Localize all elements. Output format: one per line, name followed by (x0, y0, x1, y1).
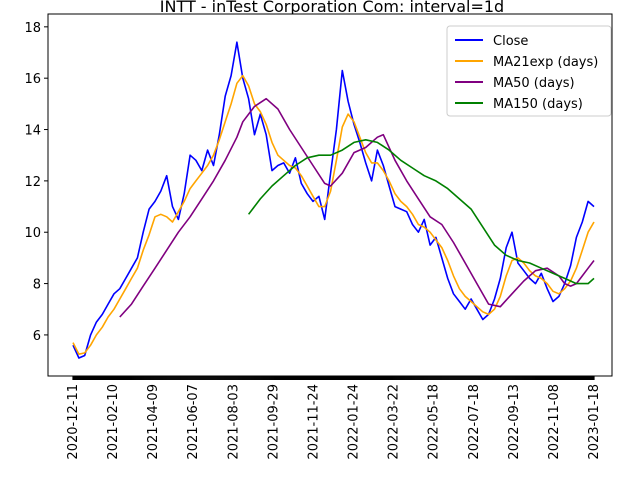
x-tick-label: 2022-09-13 (507, 384, 522, 460)
series-line-1 (72, 74, 595, 355)
y-tick-label: 16 (24, 72, 41, 87)
legend: Close MA21exp (days) MA50 (days) MA150 (day… (446, 25, 612, 117)
legend-label: MA50 (days) (493, 76, 575, 91)
legend-box (446, 25, 612, 117)
x-tick-label: 2021-04-09 (146, 384, 161, 460)
series-line-0 (72, 41, 595, 359)
series-lines (72, 41, 595, 359)
series-line-3 (247, 139, 595, 285)
x-tick-label: 2021-08-03 (226, 384, 241, 460)
x-tick-label: 2020-12-11 (66, 384, 81, 460)
y-tick-label: 8 (33, 278, 41, 293)
x-tick-label: 2022-11-08 (547, 384, 562, 460)
x-tick-label: 2022-05-18 (427, 384, 442, 460)
y-tick-label: 6 (33, 329, 41, 344)
y-tick-label: 14 (24, 124, 41, 139)
x-tick-label: 2021-09-29 (266, 384, 281, 460)
x-tick-label: 2021-11-24 (306, 384, 321, 460)
x-axis: 2020-12-11 2021-02-10 2021-04-09 2021-06-07… (66, 376, 602, 460)
x-tick-label: 2022-01-24 (347, 384, 362, 460)
legend-label: MA21exp (days) (493, 55, 598, 70)
y-axis: 6 8 10 12 14 16 18 (24, 21, 48, 344)
legend-label: Close (493, 34, 528, 49)
x-tick-label: 2023-01-18 (587, 384, 602, 460)
series-line-2 (119, 97, 595, 318)
x-tick-label: 2022-03-22 (387, 384, 402, 460)
y-tick-label: 18 (24, 21, 41, 36)
x-tick-label: 2021-06-07 (186, 384, 201, 460)
chart-title: INTT - inTest Corporation Com: interval=… (160, 0, 504, 16)
x-tick-label: 2022-07-18 (467, 384, 482, 460)
legend-label: MA150 (days) (493, 97, 583, 112)
x-tick-label: 2021-02-10 (106, 384, 121, 460)
y-tick-label: 12 (24, 175, 41, 190)
y-tick-label: 10 (24, 226, 41, 241)
